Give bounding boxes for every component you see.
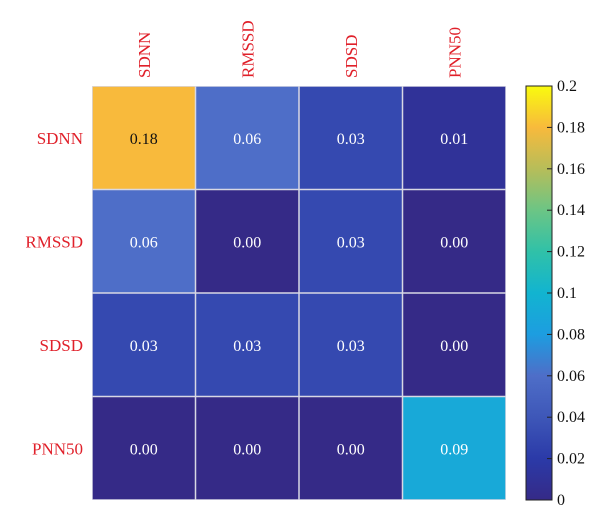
column-label-sdsd: SDSD [342, 35, 361, 78]
row-label-rmssd: RMSSD [25, 232, 83, 251]
cell-value-label: 0.18 [130, 131, 158, 148]
heatmap-cell-rmssd-sdsd [299, 190, 402, 293]
column-label-sdnn: SDNN [135, 32, 154, 78]
column-label-pnn50: PNN50 [445, 27, 464, 78]
column-label-rmssd: RMSSD [238, 20, 257, 78]
heatmap-cell-rmssd-rmssd [196, 190, 299, 293]
cell-value-label: 0.06 [233, 131, 261, 148]
colorbar-tick-label: 0 [557, 492, 565, 508]
colorbar-tick-label: 0.02 [557, 451, 585, 468]
column-labels: SDNN RMSSD SDSD PNN50 [135, 20, 465, 78]
heatmap-cell-sdnn-sdnn [92, 86, 195, 189]
colorbar-tick-label: 0.08 [557, 326, 585, 343]
row-label-sdsd: SDSD [40, 336, 83, 355]
cell-value-label: 0.03 [337, 234, 365, 251]
colorbar-tick-label: 0.16 [557, 161, 585, 178]
heatmap-cell-rmssd-sdnn [92, 190, 195, 293]
cell-value-label: 0.09 [440, 441, 468, 458]
row-label-sdnn: SDNN [37, 129, 83, 148]
row-label-pnn50: PNN50 [32, 439, 83, 458]
heatmap-cell-sdnn-pnn50 [403, 86, 506, 189]
colorbar-tick-label: 0.12 [557, 244, 585, 261]
colorbar-tick-label: 0.1 [557, 285, 577, 302]
heatmap-cells: 0.18 0.06 0.03 0.01 0.06 0.00 0.03 0.00 0.03 0.03… [92, 86, 506, 500]
cell-value-label: 0.00 [440, 338, 468, 355]
cell-value-label: 0.06 [130, 234, 158, 251]
heatmap-cell-pnn50-sdsd [299, 397, 402, 500]
colorbar-tick-label: 0.06 [557, 368, 585, 385]
heatmap-cell-pnn50-rmssd [196, 397, 299, 500]
cell-value-label: 0.03 [233, 338, 261, 355]
heatmap-cell-pnn50-sdnn [92, 397, 195, 500]
row-labels: SDNN RMSSD SDSD PNN50 [25, 129, 83, 459]
colorbar-tick-label: 0.2 [557, 78, 577, 95]
cell-value-label: 0.03 [130, 338, 158, 355]
heatmap-cell-rmssd-pnn50 [403, 190, 506, 293]
cell-value-label: 0.00 [440, 234, 468, 251]
heatmap-cell-sdsd-sdnn [92, 293, 195, 396]
colorbar-tick-label: 0.04 [557, 409, 585, 426]
heatmap-cell-sdsd-pnn50 [403, 293, 506, 396]
heatmap-cell-sdsd-sdsd [299, 293, 402, 396]
heatmap-cell-pnn50-pnn50 [403, 397, 506, 500]
cell-value-label: 0.00 [233, 234, 261, 251]
heatmap-cell-sdnn-sdsd [299, 86, 402, 189]
colorbar-tick-label: 0.14 [557, 202, 585, 219]
heatmap-cell-sdsd-rmssd [196, 293, 299, 396]
colorbar: 0 0.02 0.04 0.06 0.08 0.1 0.12 0.14 0.16 0.18 0.2 [525, 78, 585, 508]
cell-value-label: 0.00 [233, 441, 261, 458]
cell-value-label: 0.00 [130, 441, 158, 458]
cell-value-label: 0.00 [337, 441, 365, 458]
heatmap-cell-sdnn-rmssd [196, 86, 299, 189]
colorbar-tick-label: 0.18 [557, 119, 585, 136]
cell-value-label: 0.03 [337, 338, 365, 355]
cell-value-label: 0.03 [337, 131, 365, 148]
cell-value-label: 0.01 [440, 131, 468, 148]
